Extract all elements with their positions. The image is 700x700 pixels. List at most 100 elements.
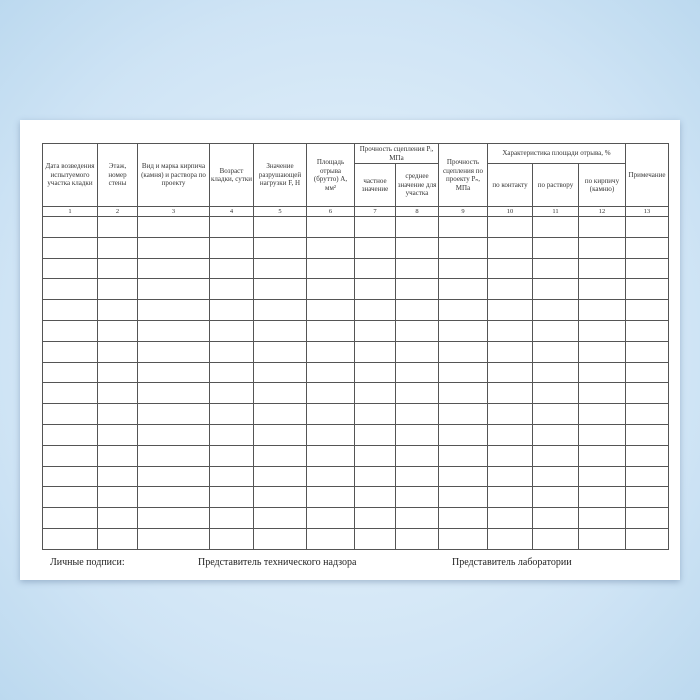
table-cell[interactable] xyxy=(354,444,396,467)
table-cell[interactable] xyxy=(97,319,138,342)
table-cell[interactable] xyxy=(532,382,579,405)
table-cell[interactable] xyxy=(532,340,579,363)
table-cell[interactable] xyxy=(97,507,138,529)
table-cell[interactable] xyxy=(438,507,488,529)
table-cell[interactable] xyxy=(625,319,669,342)
table-cell[interactable] xyxy=(137,465,210,488)
table-cell[interactable] xyxy=(306,216,355,238)
table-cell[interactable] xyxy=(97,382,138,405)
table-cell[interactable] xyxy=(578,216,626,238)
table-cell[interactable] xyxy=(625,340,669,363)
table-cell[interactable] xyxy=(532,527,579,550)
table-cell[interactable] xyxy=(578,465,626,488)
table-cell[interactable] xyxy=(578,403,626,425)
table-cell[interactable] xyxy=(137,319,210,342)
table-cell[interactable] xyxy=(42,403,98,425)
table-cell[interactable] xyxy=(354,340,396,363)
table-cell[interactable] xyxy=(137,278,210,301)
table-cell[interactable] xyxy=(253,319,307,342)
table-cell[interactable] xyxy=(253,465,307,488)
table-cell[interactable] xyxy=(395,216,439,238)
table-cell[interactable] xyxy=(578,361,626,384)
table-cell[interactable] xyxy=(97,216,138,238)
table-cell[interactable] xyxy=(306,465,355,488)
table-cell[interactable] xyxy=(438,319,488,342)
table-cell[interactable] xyxy=(395,361,439,384)
table-cell[interactable] xyxy=(438,423,488,446)
table-cell[interactable] xyxy=(306,527,355,550)
table-cell[interactable] xyxy=(306,340,355,363)
table-cell[interactable] xyxy=(438,361,488,384)
table-cell[interactable] xyxy=(209,465,254,488)
table-cell[interactable] xyxy=(625,299,669,321)
table-cell[interactable] xyxy=(42,299,98,321)
table-cell[interactable] xyxy=(306,361,355,384)
table-cell[interactable] xyxy=(487,236,533,259)
table-cell[interactable] xyxy=(532,465,579,488)
table-cell[interactable] xyxy=(395,465,439,488)
table-cell[interactable] xyxy=(137,257,210,280)
table-cell[interactable] xyxy=(209,299,254,321)
table-cell[interactable] xyxy=(137,236,210,259)
table-cell[interactable] xyxy=(42,340,98,363)
table-cell[interactable] xyxy=(438,340,488,363)
table-cell[interactable] xyxy=(487,527,533,550)
table-cell[interactable] xyxy=(438,216,488,238)
table-cell[interactable] xyxy=(395,278,439,301)
table-cell[interactable] xyxy=(97,527,138,550)
table-cell[interactable] xyxy=(625,361,669,384)
table-cell[interactable] xyxy=(306,403,355,425)
table-cell[interactable] xyxy=(306,382,355,405)
table-cell[interactable] xyxy=(625,527,669,550)
table-cell[interactable] xyxy=(354,257,396,280)
table-cell[interactable] xyxy=(532,319,579,342)
table-cell[interactable] xyxy=(253,382,307,405)
table-cell[interactable] xyxy=(625,216,669,238)
table-cell[interactable] xyxy=(438,236,488,259)
table-cell[interactable] xyxy=(395,423,439,446)
table-cell[interactable] xyxy=(487,340,533,363)
table-cell[interactable] xyxy=(354,319,396,342)
table-cell[interactable] xyxy=(42,216,98,238)
table-cell[interactable] xyxy=(487,299,533,321)
table-cell[interactable] xyxy=(532,299,579,321)
table-cell[interactable] xyxy=(42,486,98,509)
table-cell[interactable] xyxy=(532,423,579,446)
table-cell[interactable] xyxy=(97,278,138,301)
table-cell[interactable] xyxy=(209,257,254,280)
table-cell[interactable] xyxy=(578,507,626,529)
table-cell[interactable] xyxy=(306,278,355,301)
table-cell[interactable] xyxy=(306,299,355,321)
table-cell[interactable] xyxy=(487,486,533,509)
table-cell[interactable] xyxy=(487,361,533,384)
table-cell[interactable] xyxy=(532,507,579,529)
table-cell[interactable] xyxy=(395,257,439,280)
table-cell[interactable] xyxy=(438,257,488,280)
table-cell[interactable] xyxy=(487,423,533,446)
table-cell[interactable] xyxy=(209,527,254,550)
table-cell[interactable] xyxy=(306,236,355,259)
table-cell[interactable] xyxy=(137,382,210,405)
table-cell[interactable] xyxy=(354,382,396,405)
table-cell[interactable] xyxy=(306,257,355,280)
table-cell[interactable] xyxy=(354,486,396,509)
table-cell[interactable] xyxy=(625,486,669,509)
table-cell[interactable] xyxy=(578,444,626,467)
table-cell[interactable] xyxy=(137,403,210,425)
table-cell[interactable] xyxy=(625,382,669,405)
table-cell[interactable] xyxy=(209,319,254,342)
table-cell[interactable] xyxy=(487,403,533,425)
table-cell[interactable] xyxy=(395,319,439,342)
table-cell[interactable] xyxy=(209,382,254,405)
table-cell[interactable] xyxy=(438,382,488,405)
table-cell[interactable] xyxy=(395,382,439,405)
table-cell[interactable] xyxy=(97,465,138,488)
table-cell[interactable] xyxy=(306,423,355,446)
table-cell[interactable] xyxy=(97,423,138,446)
table-cell[interactable] xyxy=(395,236,439,259)
table-cell[interactable] xyxy=(578,257,626,280)
table-cell[interactable] xyxy=(42,382,98,405)
table-cell[interactable] xyxy=(487,216,533,238)
table-cell[interactable] xyxy=(625,507,669,529)
table-cell[interactable] xyxy=(578,382,626,405)
